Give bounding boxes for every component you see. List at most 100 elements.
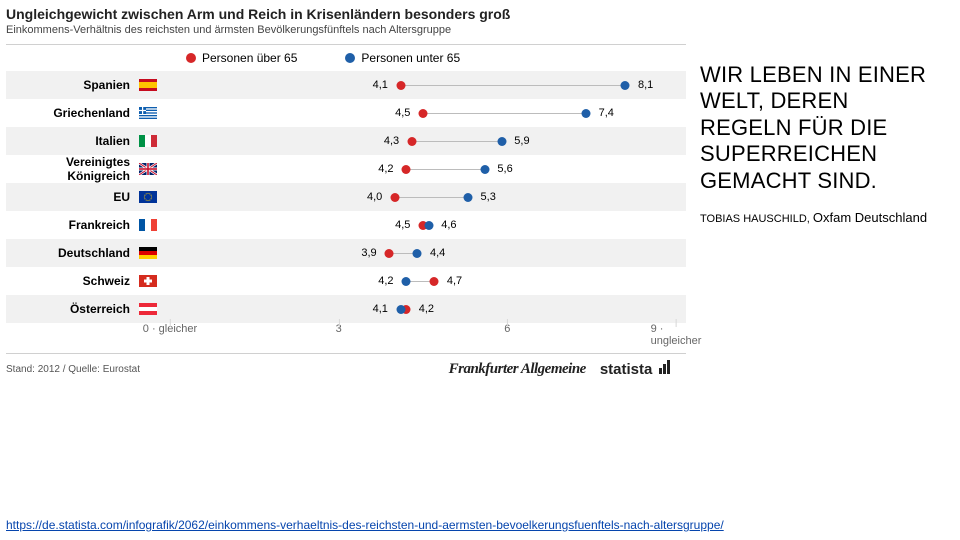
divider [6,44,686,45]
quote-text: WIR LEBEN IN EINER WELT, DEREN REGELN FÜ… [700,62,945,194]
flag-icon [136,163,160,175]
point-under65 [396,305,405,314]
chart-subtitle: Einkommens-Verhältnis des reichsten und … [6,24,686,36]
country-label: Italien [6,134,136,148]
point-under65 [480,165,489,174]
legend-under65: Personen unter 65 [345,51,460,65]
value-under65: 5,3 [481,191,496,203]
legend-label-over65: Personen über 65 [202,51,297,65]
flag-icon [136,219,160,231]
value-over65: 4,2 [378,163,393,175]
country-label: Griechenland [6,106,136,120]
connector-line [406,169,485,170]
value-under65: 5,9 [514,135,529,147]
point-under65 [621,81,630,90]
country-row: Griechenland 4,5 7,4 [6,99,686,127]
chart-title: Ungleichgewicht zwischen Arm und Reich i… [6,6,686,22]
flag-icon [136,303,160,315]
country-row: Frankreich 4,5 4,6 [6,211,686,239]
value-under65: 4,4 [430,247,445,259]
legend: Personen über 65 Personen unter 65 [186,51,686,65]
country-row: Vereinigtes Königreich 4,2 5,6 [6,155,686,183]
connector-line [395,197,468,198]
plot-area: 4,1 8,1 [170,71,676,99]
flag-icon [136,107,160,119]
flag-icon [136,247,160,259]
plot-area: 4,5 4,6 [170,211,676,239]
plot-area: 4,0 5,3 [170,183,676,211]
quote-org: Oxfam Deutschland [813,210,927,225]
country-label: Deutschland [6,246,136,260]
axis-tick: 0 · gleicher [143,323,197,335]
source-link[interactable]: https://de.statista.com/infografik/2062/… [6,518,724,532]
legend-dot-under65 [345,53,355,63]
flag-icon [136,275,160,287]
plot-area: 4,5 7,4 [170,99,676,127]
plot-area: 3,9 4,4 [170,239,676,267]
chart-panel: Ungleichgewicht zwischen Arm und Reich i… [6,6,686,466]
country-label: Spanien [6,78,136,92]
quote-attribution: TOBIAS HAUSCHILD, Oxfam Deutschland [700,210,945,225]
value-under65: 7,4 [599,107,614,119]
value-over65: 4,5 [395,107,410,119]
footer-brands: Frankfurter Allgemeine statista [449,360,670,378]
value-over65: 4,3 [384,135,399,147]
legend-label-under65: Personen unter 65 [361,51,460,65]
value-under65: 4,6 [441,219,456,231]
point-over65 [419,109,428,118]
country-label: Vereinigtes Königreich [6,155,136,183]
plot-area: 4,2 5,6 [170,155,676,183]
country-label: EU [6,190,136,204]
point-over65 [390,193,399,202]
connector-line [412,141,502,142]
point-under65 [424,221,433,230]
country-label: Frankreich [6,218,136,232]
country-row: Deutschland 3,9 4,4 [6,239,686,267]
value-over65: 4,2 [419,303,434,315]
brand-faz: Frankfurter Allgemeine [449,361,586,378]
chart-rows: Spanien 4,1 8,1 Griechenland 4,5 7,4 Ita… [6,71,686,323]
brand-statista: statista [600,360,670,378]
flag-icon [136,79,160,91]
connector-line [401,85,626,86]
value-under65: 5,6 [497,163,512,175]
point-under65 [413,249,422,258]
value-under65: 4,1 [373,303,388,315]
value-over65: 4,7 [447,275,462,287]
footer-source: Stand: 2012 / Quelle: Eurostat [6,364,140,375]
country-label: Schweiz [6,274,136,288]
value-over65: 4,5 [395,219,410,231]
flag-icon [136,191,160,203]
flag-icon [136,135,160,147]
point-under65 [497,137,506,146]
legend-over65: Personen über 65 [186,51,297,65]
divider [6,353,686,354]
point-over65 [396,81,405,90]
value-under65: 8,1 [638,79,653,91]
point-under65 [402,277,411,286]
x-axis: 0 · gleicher369 · ungleicher [170,323,676,349]
value-over65: 4,0 [367,191,382,203]
point-over65 [430,277,439,286]
point-over65 [407,137,416,146]
axis-tick: 3 [336,323,342,335]
point-under65 [582,109,591,118]
value-under65: 4,2 [378,275,393,287]
value-over65: 3,9 [361,247,376,259]
country-label: Österreich [6,302,136,316]
point-under65 [463,193,472,202]
quote-author: TOBIAS HAUSCHILD, [700,213,810,225]
connector-line [423,113,586,114]
plot-area: 4,3 5,9 [170,127,676,155]
plot-area: 4,7 4,2 [170,267,676,295]
axis-tick: 9 · ungleicher [651,323,702,347]
country-row: EU 4,0 5,3 [6,183,686,211]
value-over65: 4,1 [373,79,388,91]
point-over65 [385,249,394,258]
statista-icon [659,360,670,374]
country-row: Italien 4,3 5,9 [6,127,686,155]
axis-tick: 6 [504,323,510,335]
country-row: Schweiz 4,7 4,2 [6,267,686,295]
plot-area: 4,2 4,1 [170,295,676,323]
country-row: Spanien 4,1 8,1 [6,71,686,99]
